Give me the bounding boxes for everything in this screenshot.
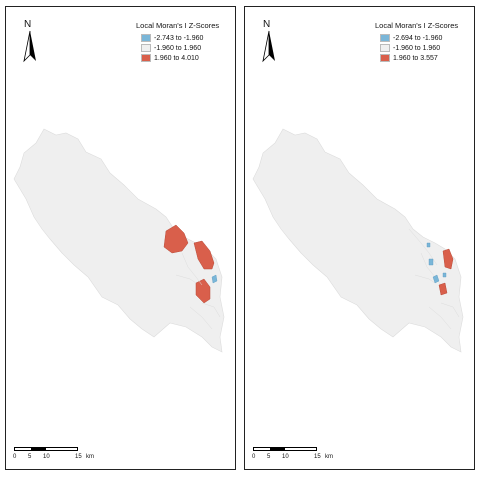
north-label: N [263, 19, 271, 30]
scale-tick: 5 [267, 454, 271, 460]
map-panel-left: N Local Moran's I Z-Scores -2.743 to -1.… [5, 6, 236, 470]
admin-boundaries [175, 252, 221, 330]
scale-unit: km [325, 454, 333, 460]
blue-cluster-d [426, 242, 431, 248]
scale-labels: 0 5 10 15 km [252, 454, 333, 464]
blue-cluster-c [442, 272, 447, 278]
legend-item: -2.694 to -1.960 [380, 33, 475, 43]
legend-item: -1.960 to 1.960 [380, 43, 475, 53]
legend-title: Local Moran's I Z-Scores [136, 21, 220, 30]
legend-title: Local Moran's I Z-Scores [375, 21, 459, 30]
legend-item: -2.743 to -1.960 [141, 33, 236, 43]
blue-cluster-a [428, 258, 434, 266]
scale-tick: 5 [28, 454, 32, 460]
map-canvas [13, 128, 225, 353]
red-cluster-east [193, 240, 215, 270]
north-label: N [24, 19, 32, 30]
north-arrow-icon [262, 30, 275, 63]
scale-tick: 15 [75, 454, 82, 460]
legend-item: -1.960 to 1.960 [141, 43, 236, 53]
legend: Local Moran's I Z-Scores -2.743 to -1.96… [136, 21, 236, 63]
scale-bar: 0 5 10 15 km [252, 447, 333, 467]
red-cluster-east [442, 248, 454, 270]
legend-label: -2.743 to -1.960 [154, 34, 204, 42]
scale-tick: 15 [314, 454, 321, 460]
study-region [252, 128, 464, 353]
north-arrow: N [20, 19, 40, 63]
scale-tick: 0 [13, 454, 17, 460]
scale-unit: km [86, 454, 94, 460]
red-cluster-south [195, 278, 211, 304]
legend-swatch-low [380, 34, 390, 42]
legend-item: 1.960 to 4.010 [141, 53, 236, 63]
legend-label: 1.960 to 3.557 [393, 54, 438, 62]
scale-tick: 10 [43, 454, 50, 460]
legend-label: -2.694 to -1.960 [393, 34, 443, 42]
legend-swatch-low [141, 34, 151, 42]
scale-bar-graphic [14, 447, 78, 451]
red-cluster-south [438, 282, 448, 296]
legend-swatch-high [141, 54, 151, 62]
map-canvas [252, 128, 464, 353]
scale-bar-graphic [253, 447, 317, 451]
legend-swatch-high [380, 54, 390, 62]
red-cluster-north [163, 224, 189, 254]
scale-tick: 10 [282, 454, 289, 460]
map-panel-right: N Local Moran's I Z-Scores -2.694 to -1.… [244, 6, 475, 470]
blue-cluster-b [432, 274, 440, 284]
legend: Local Moran's I Z-Scores -2.694 to -1.96… [375, 21, 475, 63]
north-arrow: N [259, 19, 279, 63]
legend-swatch-mid [141, 44, 151, 52]
legend-label: -1.960 to 1.960 [393, 44, 441, 52]
legend-label: 1.960 to 4.010 [154, 54, 199, 62]
north-arrow-icon [23, 30, 36, 63]
legend-item: 1.960 to 3.557 [380, 53, 475, 63]
scale-bar: 0 5 10 15 km [13, 447, 94, 467]
blue-cluster [211, 274, 218, 284]
study-region [13, 128, 225, 353]
scale-tick: 0 [252, 454, 256, 460]
legend-label: -1.960 to 1.960 [154, 44, 202, 52]
legend-swatch-mid [380, 44, 390, 52]
scale-labels: 0 5 10 15 km [13, 454, 94, 464]
